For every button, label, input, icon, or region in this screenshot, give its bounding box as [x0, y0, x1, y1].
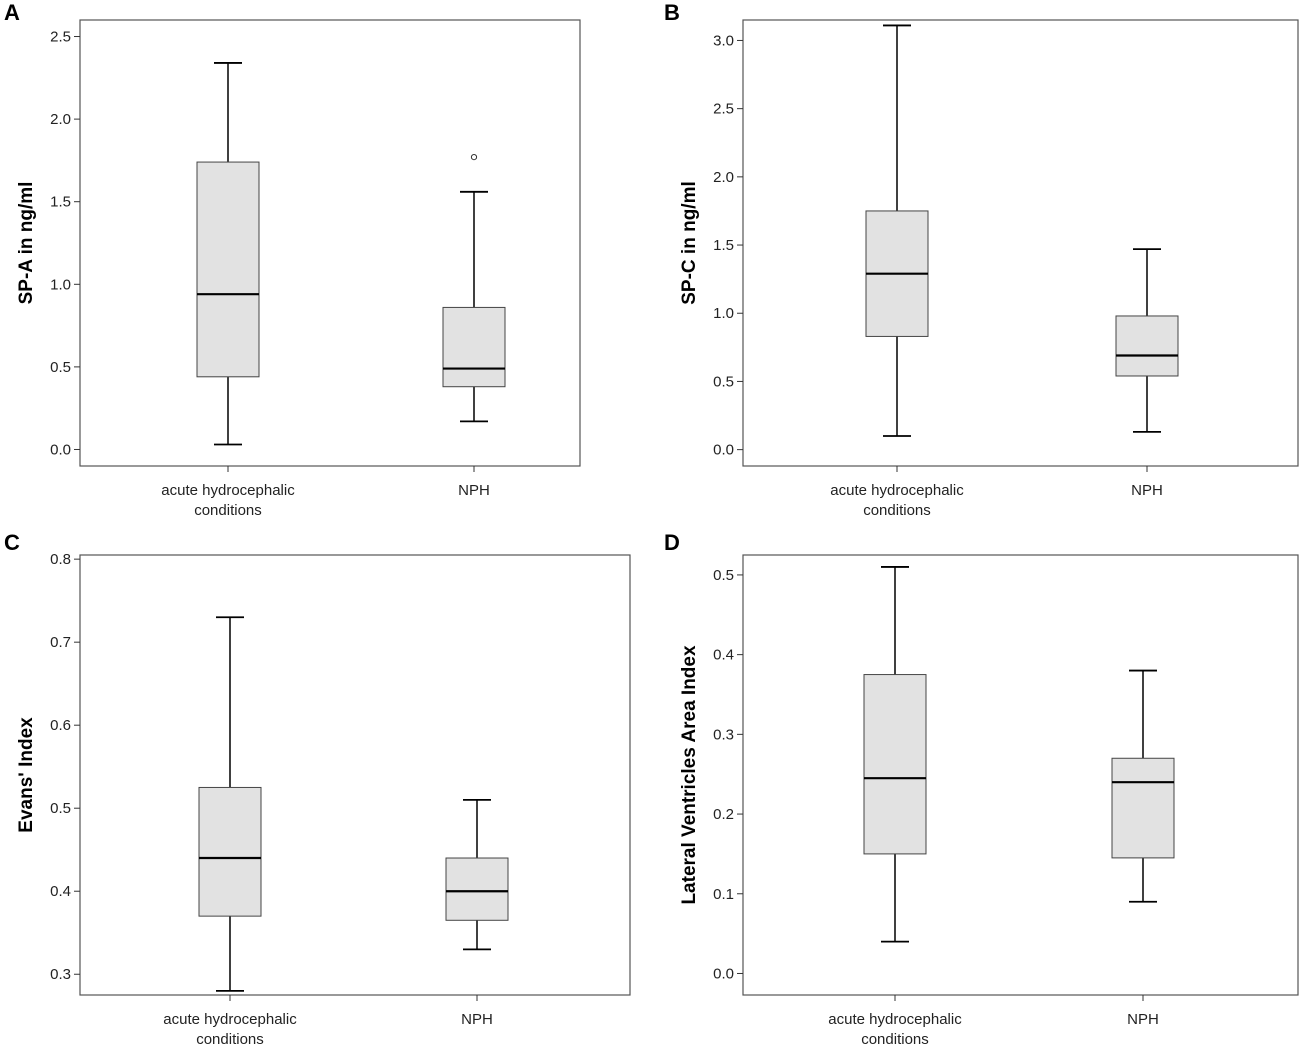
panel-letter: C [4, 530, 20, 555]
box-iqr [445, 857, 509, 921]
y-tick-label: 0.0 [50, 441, 71, 458]
category-label: NPH [461, 1011, 493, 1028]
y-tick-label: 1.5 [713, 237, 734, 254]
y-tick-label: 2.0 [713, 169, 734, 186]
y-tick-label: 0.0 [713, 442, 734, 459]
category-label: NPH [458, 482, 490, 499]
y-tick-label: 0.8 [50, 551, 71, 568]
plot-frame [742, 19, 1299, 467]
y-tick-label: 0.1 [713, 886, 734, 903]
plot-frame [79, 554, 631, 996]
panel-a: A 0.0 0.5 1.0 1.5 2.0 2.5 SP-A in ng/ml acute h… [0, 0, 650, 525]
box-iqr [863, 674, 927, 855]
panel-d: D 0.0 0.1 0.2 0.3 0.4 0.5 Lateral Ventricles A… [650, 525, 1300, 1051]
box-iqr [196, 161, 260, 378]
y-tick-label: 3.0 [713, 32, 734, 49]
y-tick-label: 0.2 [713, 806, 734, 823]
y-axis-title: SP-C in ng/ml [679, 181, 700, 305]
y-tick-label: 1.5 [50, 194, 71, 211]
box-iqr [1115, 315, 1179, 377]
y-tick-label: 0.7 [50, 634, 71, 651]
plot-frame [742, 554, 1299, 996]
y-tick-label: 1.0 [50, 276, 71, 293]
y-tick-label: 0.5 [713, 373, 734, 390]
outlier-point [470, 154, 478, 161]
category-label: acute hydrocephalic conditions [830, 482, 964, 519]
y-tick-label: 0.6 [50, 717, 71, 734]
category-label: acute hydrocephalic conditions [161, 482, 295, 519]
box-iqr [198, 786, 262, 917]
y-tick-label: 2.5 [713, 101, 734, 118]
y-tick-label: 0.5 [713, 567, 734, 584]
panel-letter: D [664, 530, 680, 555]
y-tick-label: 0.3 [713, 726, 734, 743]
category-label: acute hydrocephalic conditions [163, 1011, 297, 1048]
y-tick-label: 0.4 [713, 647, 734, 664]
y-tick-label: 1.0 [713, 305, 734, 322]
panel-b: B 0.0 0.5 1.0 1.5 2.0 2.5 3.0 SP-C in ng/ml acut… [650, 0, 1300, 525]
y-axis-title: Lateral Ventricles Area Index [679, 645, 700, 905]
y-axis-title: Evans' Index [16, 717, 37, 833]
category-label: NPH [1127, 1011, 1159, 1028]
y-tick-label: 0.5 [50, 359, 71, 376]
y-tick-label: 0.4 [50, 883, 71, 900]
y-tick-label: 0.3 [50, 966, 71, 983]
box-iqr [442, 306, 506, 388]
y-axis-title: SP-A in ng/ml [16, 182, 37, 305]
chart-sp-a: 0.0 0.5 1.0 1.5 2.0 2.5 SP-A in ng/ml acute hyd… [16, 19, 581, 519]
chart-lateral-ventricles-area-index: 0.0 0.1 0.2 0.3 0.4 0.5 Lateral Ventricles Are… [679, 554, 1299, 1048]
chart-sp-c: 0.0 0.5 1.0 1.5 2.0 2.5 3.0 SP-C in ng/ml acute … [679, 19, 1299, 519]
box-iqr [1111, 757, 1175, 859]
y-tick-label: 0.0 [713, 965, 734, 982]
chart-evans-index: 0.3 0.4 0.5 0.6 0.7 0.8 Evans' Index acute hydr… [16, 551, 631, 1048]
category-label: NPH [1131, 482, 1163, 499]
panel-letter: A [4, 0, 20, 25]
panel-letter: B [664, 0, 680, 25]
y-tick-label: 0.5 [50, 800, 71, 817]
category-label: acute hydrocephalic conditions [828, 1011, 962, 1048]
y-tick-label: 2.5 [50, 29, 71, 46]
plot-frame [79, 19, 581, 467]
panel-c: C 0.3 0.4 0.5 0.6 0.7 0.8 Evans' Index acute hy… [0, 525, 650, 1051]
y-tick-label: 2.0 [50, 111, 71, 128]
